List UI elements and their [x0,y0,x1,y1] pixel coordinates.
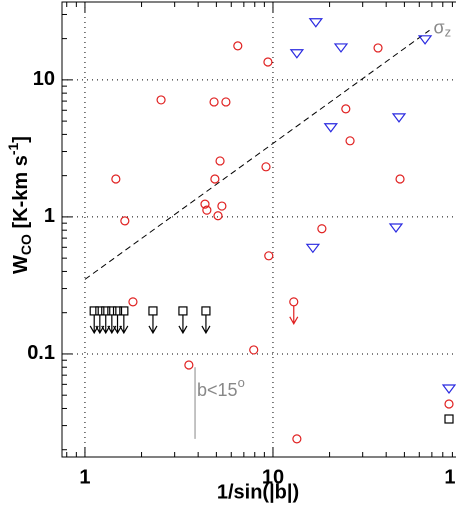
upper-limit-arrow [178,314,188,335]
point [178,306,188,316]
model-label-sub: z [445,25,452,40]
point [215,156,225,166]
point [209,97,219,107]
point [417,35,433,45]
point [305,243,321,254]
point [249,345,259,355]
y-tick-label: 10 [33,68,55,90]
point [210,174,220,184]
point [333,43,349,53]
point [341,104,351,114]
point [289,297,299,307]
model-label: σz [434,17,452,40]
legend-marker [444,399,454,409]
y-label-unit: [K-km s [10,155,32,234]
legend-marker [441,384,456,394]
x-axis-label: 1/sin(|b|) [217,481,299,503]
point [391,113,407,123]
point [289,49,305,59]
point [107,306,117,316]
point [184,360,194,370]
point [317,224,327,234]
upper-limit-arrow [101,314,111,335]
upper-limit-arrow [119,314,129,335]
y-tick-label: 0.1 [27,342,55,364]
point [89,306,99,316]
point [95,306,105,316]
model-label-main: σ [434,17,445,37]
point [263,57,273,67]
point [101,306,111,316]
y-label-main: W [10,255,32,274]
point [323,123,338,133]
point [119,306,129,316]
point [264,251,274,261]
x-tick-label: 10 [262,466,284,488]
point [128,297,138,307]
x-tick-label: 1 [79,466,90,488]
point [112,306,123,316]
point [111,174,121,184]
point [308,18,324,28]
annotation-text: b<15o [197,375,245,399]
model-line [84,29,430,280]
point [200,199,210,209]
point [345,136,355,146]
annotation-main: b<15 [197,380,238,400]
point [213,211,223,221]
point [148,306,158,316]
legend-marker [444,414,454,424]
point [217,201,227,211]
point [120,216,130,226]
point [201,306,211,316]
upper-limit-arrow [289,305,299,326]
point [292,434,302,444]
y-label-sup: -1 [5,143,21,156]
upper-limit-arrow [148,314,158,335]
x-tick-label: 100 [444,466,456,488]
point [202,205,212,215]
upper-limit-arrow [95,314,105,335]
y-label-sub: CO [18,234,34,255]
point [395,174,405,184]
upper-limit-arrow [112,314,123,335]
y-axis-label: WCO [K-km s-1] [5,136,34,274]
annotation-sup: o [238,375,245,390]
plot-frame [61,1,456,458]
upper-limit-arrow [107,314,117,335]
point [221,97,231,107]
point [156,95,166,105]
point [373,43,383,53]
upper-limit-arrow [201,314,211,335]
y-tick-label: 1 [44,205,55,227]
point [233,41,243,51]
y-label-close: ] [10,136,32,143]
upper-limit-arrow [89,314,99,335]
point [388,223,404,233]
point [261,162,271,172]
